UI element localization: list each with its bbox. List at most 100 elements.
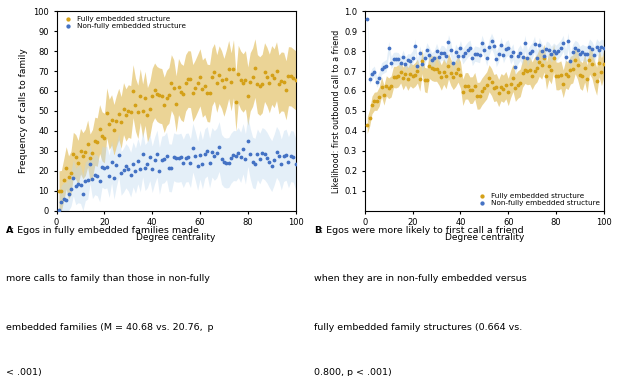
Non-fully embedded structure — [85, 161, 95, 167]
Non-fully embedded structure — [162, 153, 172, 159]
Fully embedded structure — [284, 73, 294, 79]
Non-fully embedded structure — [506, 53, 516, 59]
Non-fully embedded structure — [102, 164, 112, 170]
Fully embedded structure — [455, 72, 465, 78]
Non-fully embedded structure — [434, 55, 444, 61]
Non-fully embedded structure — [522, 55, 532, 61]
Fully embedded structure — [484, 75, 494, 81]
Fully embedded structure — [401, 71, 411, 77]
Fully embedded structure — [202, 90, 212, 96]
Non-fully embedded structure — [546, 51, 556, 57]
Fully embedded structure — [104, 121, 114, 127]
Non-fully embedded structure — [252, 151, 262, 157]
Fully embedded structure — [403, 76, 413, 82]
Fully embedded structure — [372, 98, 382, 104]
Fully embedded structure — [410, 71, 420, 77]
Non-fully embedded structure — [515, 50, 525, 56]
Non-fully embedded structure — [87, 176, 97, 182]
Text: < .001): < .001) — [6, 368, 42, 376]
Fully embedded structure — [568, 66, 578, 72]
Fully embedded structure — [544, 63, 554, 69]
Fully embedded structure — [81, 149, 91, 155]
Fully embedded structure — [276, 78, 286, 84]
Fully embedded structure — [123, 108, 133, 114]
Fully embedded structure — [233, 71, 243, 77]
Fully embedded structure — [458, 89, 468, 95]
Fully embedded structure — [554, 73, 564, 79]
Fully embedded structure — [269, 75, 279, 81]
Fully embedded structure — [389, 74, 399, 80]
Fully embedded structure — [465, 87, 475, 93]
Fully embedded structure — [209, 70, 220, 76]
Fully embedded structure — [252, 81, 262, 87]
Fully embedded structure — [426, 65, 437, 71]
Fully embedded structure — [508, 75, 518, 81]
Non-fully embedded structure — [570, 45, 580, 51]
Fully embedded structure — [377, 84, 387, 90]
Non-fully embedded structure — [64, 191, 74, 197]
Non-fully embedded structure — [181, 155, 191, 161]
Non-fully embedded structure — [75, 182, 86, 188]
Fully embedded structure — [537, 62, 547, 68]
Fully embedded structure — [85, 155, 95, 161]
Text: : Egos in fully embedded families made: : Egos in fully embedded families made — [11, 226, 199, 235]
Text: more calls to family than those in non-fully: more calls to family than those in non-f… — [6, 274, 210, 284]
Non-fully embedded structure — [228, 153, 238, 159]
Fully embedded structure — [413, 68, 423, 74]
Non-fully embedded structure — [379, 64, 389, 70]
Fully embedded structure — [231, 99, 241, 105]
Fully embedded structure — [534, 59, 544, 65]
Non-fully embedded structure — [587, 46, 597, 52]
Fully embedded structure — [87, 150, 97, 156]
Non-fully embedded structure — [245, 150, 255, 156]
Fully embedded structure — [599, 61, 609, 67]
Fully embedded structure — [82, 141, 92, 147]
Non-fully embedded structure — [90, 171, 100, 177]
Fully embedded structure — [494, 90, 504, 96]
Fully embedded structure — [467, 87, 477, 93]
Non-fully embedded structure — [269, 157, 279, 163]
Non-fully embedded structure — [118, 167, 128, 173]
Fully embedded structure — [255, 83, 265, 89]
Non-fully embedded structure — [369, 68, 379, 74]
Fully embedded structure — [200, 83, 210, 89]
Fully embedded structure — [238, 80, 248, 86]
Non-fully embedded structure — [126, 171, 136, 177]
Non-fully embedded structure — [362, 16, 372, 22]
Non-fully embedded structure — [123, 166, 133, 172]
Non-fully embedded structure — [186, 160, 196, 166]
Non-fully embedded structure — [527, 48, 537, 54]
Fully embedded structure — [97, 133, 107, 139]
Non-fully embedded structure — [243, 138, 253, 144]
Non-fully embedded structure — [82, 177, 92, 183]
Fully embedded structure — [274, 82, 284, 88]
Non-fully embedded structure — [599, 45, 609, 51]
Fully embedded structure — [135, 92, 145, 99]
Non-fully embedded structure — [377, 65, 387, 71]
Non-fully embedded structure — [491, 56, 501, 62]
Fully embedded structure — [525, 67, 535, 73]
Fully embedded structure — [145, 106, 155, 112]
Non-fully embedded structure — [54, 208, 64, 214]
Fully embedded structure — [186, 76, 196, 82]
Non-fully embedded structure — [386, 60, 396, 66]
Fully embedded structure — [102, 110, 112, 116]
Fully embedded structure — [453, 66, 463, 72]
Fully embedded structure — [460, 83, 470, 89]
Non-fully embedded structure — [192, 163, 203, 169]
Non-fully embedded structure — [426, 57, 437, 63]
Fully embedded structure — [558, 81, 568, 87]
Non-fully embedded structure — [534, 42, 544, 49]
Non-fully embedded structure — [518, 55, 528, 61]
Non-fully embedded structure — [594, 47, 604, 53]
Fully embedded structure — [381, 83, 391, 89]
Fully embedded structure — [546, 67, 556, 73]
Fully embedded structure — [99, 135, 109, 141]
Non-fully embedded structure — [537, 48, 547, 54]
Fully embedded structure — [204, 90, 214, 96]
Fully embedded structure — [365, 115, 375, 121]
Fully embedded structure — [142, 112, 152, 118]
Non-fully embedded structure — [458, 53, 468, 59]
Non-fully embedded structure — [367, 71, 377, 77]
Non-fully embedded structure — [104, 173, 114, 179]
